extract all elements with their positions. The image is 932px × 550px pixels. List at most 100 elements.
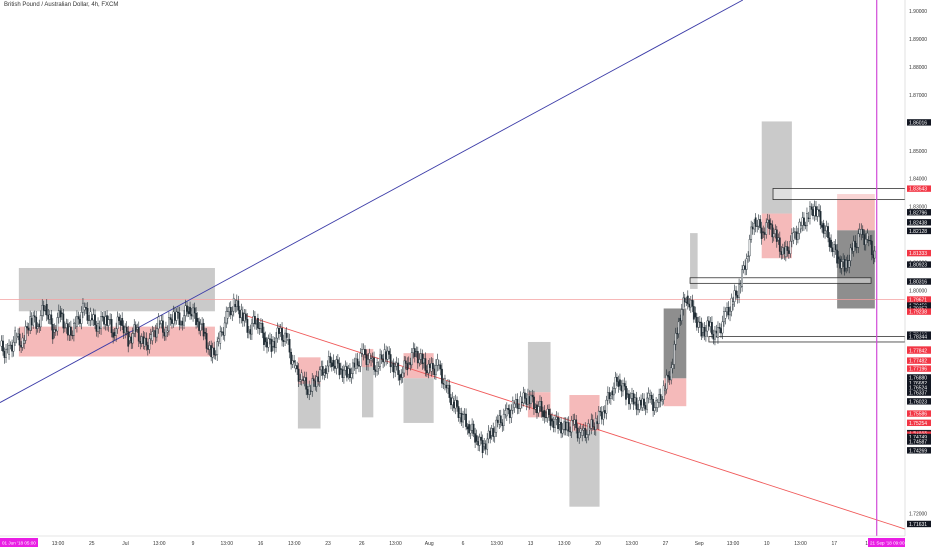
candle-body	[216, 341, 219, 356]
candle-body	[35, 316, 38, 329]
candle-body	[178, 312, 181, 326]
price-label-bg	[907, 447, 931, 454]
candle-body	[180, 324, 182, 326]
candle-body	[439, 364, 442, 370]
candle-body	[783, 247, 786, 255]
candle-body	[293, 360, 296, 363]
candle-body	[697, 321, 700, 328]
time-start-label: 01 Jun '18 05:00	[2, 541, 36, 546]
candle-body	[546, 408, 549, 418]
time-tick-label: 25	[89, 541, 95, 547]
candle-body	[394, 366, 397, 373]
candle-body	[142, 336, 145, 344]
candle-body	[837, 256, 840, 260]
candle-body	[272, 341, 274, 347]
candle-body	[38, 323, 41, 328]
candle-body	[753, 223, 756, 230]
candle-body	[336, 359, 339, 364]
price-axis[interactable]: 1.90000 1.89000 1.88000 1.87000 1.85000 1.840…	[904, 0, 932, 550]
price-label: 1.82438	[909, 220, 927, 226]
candle-body	[152, 330, 155, 332]
candle-body	[839, 258, 842, 269]
candle-body	[510, 410, 513, 418]
candle-body	[240, 309, 243, 318]
candle-body	[82, 302, 84, 313]
price-tick-label: 1.87000	[909, 93, 927, 99]
candle-body	[807, 217, 810, 219]
candle-body	[674, 333, 677, 345]
candle-body	[608, 392, 611, 399]
candle-body	[428, 363, 431, 368]
candle-body	[582, 428, 585, 431]
candle-body	[51, 324, 54, 340]
candle-body	[712, 333, 715, 340]
candle-body	[585, 434, 588, 438]
candle-body	[122, 325, 125, 334]
candle-body	[444, 378, 446, 385]
candle-body	[593, 426, 596, 430]
candle-body	[602, 411, 605, 420]
candle-body	[324, 368, 327, 374]
zone-gray-15	[761, 121, 792, 214]
candle-body	[840, 261, 843, 269]
time-axis[interactable]: 13:00 25 Jul 13:00 9 13:00 16 13:00 23 26 13:00 Aug…	[0, 535, 905, 550]
candle-body	[614, 377, 617, 389]
candle-body	[247, 330, 250, 333]
price-label-bg	[907, 365, 931, 372]
candle-body	[263, 332, 265, 345]
candle-body	[435, 365, 437, 376]
candle-body	[866, 232, 869, 240]
candle-body	[465, 413, 467, 427]
candle-body	[771, 224, 774, 238]
candle-body	[3, 351, 6, 358]
candle-body	[161, 320, 164, 333]
candle-body	[241, 312, 244, 322]
candle-body	[786, 246, 789, 251]
candle-body	[822, 223, 825, 234]
price-label: 1.76023	[909, 399, 927, 405]
candle-body	[665, 374, 668, 390]
candle-body	[350, 373, 353, 379]
candle-body	[695, 316, 698, 328]
candle-body	[792, 232, 795, 241]
candle-body	[11, 344, 13, 352]
candle-body	[739, 286, 742, 288]
candle-body	[706, 320, 709, 332]
candle-body	[813, 206, 816, 216]
candle-body	[637, 409, 639, 411]
candle-body	[581, 429, 584, 436]
candle-body	[700, 321, 703, 337]
candle-body	[21, 337, 24, 348]
candle-body	[828, 237, 831, 248]
price-label-bg	[907, 219, 931, 226]
candle-body	[552, 420, 555, 428]
candle-body	[146, 344, 149, 350]
price-tick-label: 1.72000	[909, 512, 927, 518]
candle-body	[318, 369, 321, 382]
candle-body	[493, 432, 496, 437]
candle-body	[249, 329, 252, 335]
price-label-bg	[907, 520, 931, 528]
candle-body	[220, 331, 223, 333]
candle-body	[554, 418, 556, 428]
candle-body	[436, 358, 439, 366]
candle-body	[540, 401, 543, 412]
candle-body	[751, 226, 754, 230]
candle-body	[851, 247, 854, 251]
candle-body	[451, 397, 454, 406]
candle-body	[809, 206, 811, 219]
candle-body	[403, 360, 406, 374]
candle-body	[308, 386, 311, 395]
candle-body	[463, 413, 466, 415]
candle-body	[133, 324, 136, 334]
zone-gray-8	[527, 341, 551, 393]
candle-body	[237, 300, 240, 311]
candle-body	[288, 339, 291, 353]
time-tick-label: 6	[462, 541, 465, 547]
candle-body	[165, 327, 167, 337]
candle-body	[450, 397, 452, 406]
candle-body	[139, 341, 142, 344]
candle-body	[305, 377, 308, 390]
